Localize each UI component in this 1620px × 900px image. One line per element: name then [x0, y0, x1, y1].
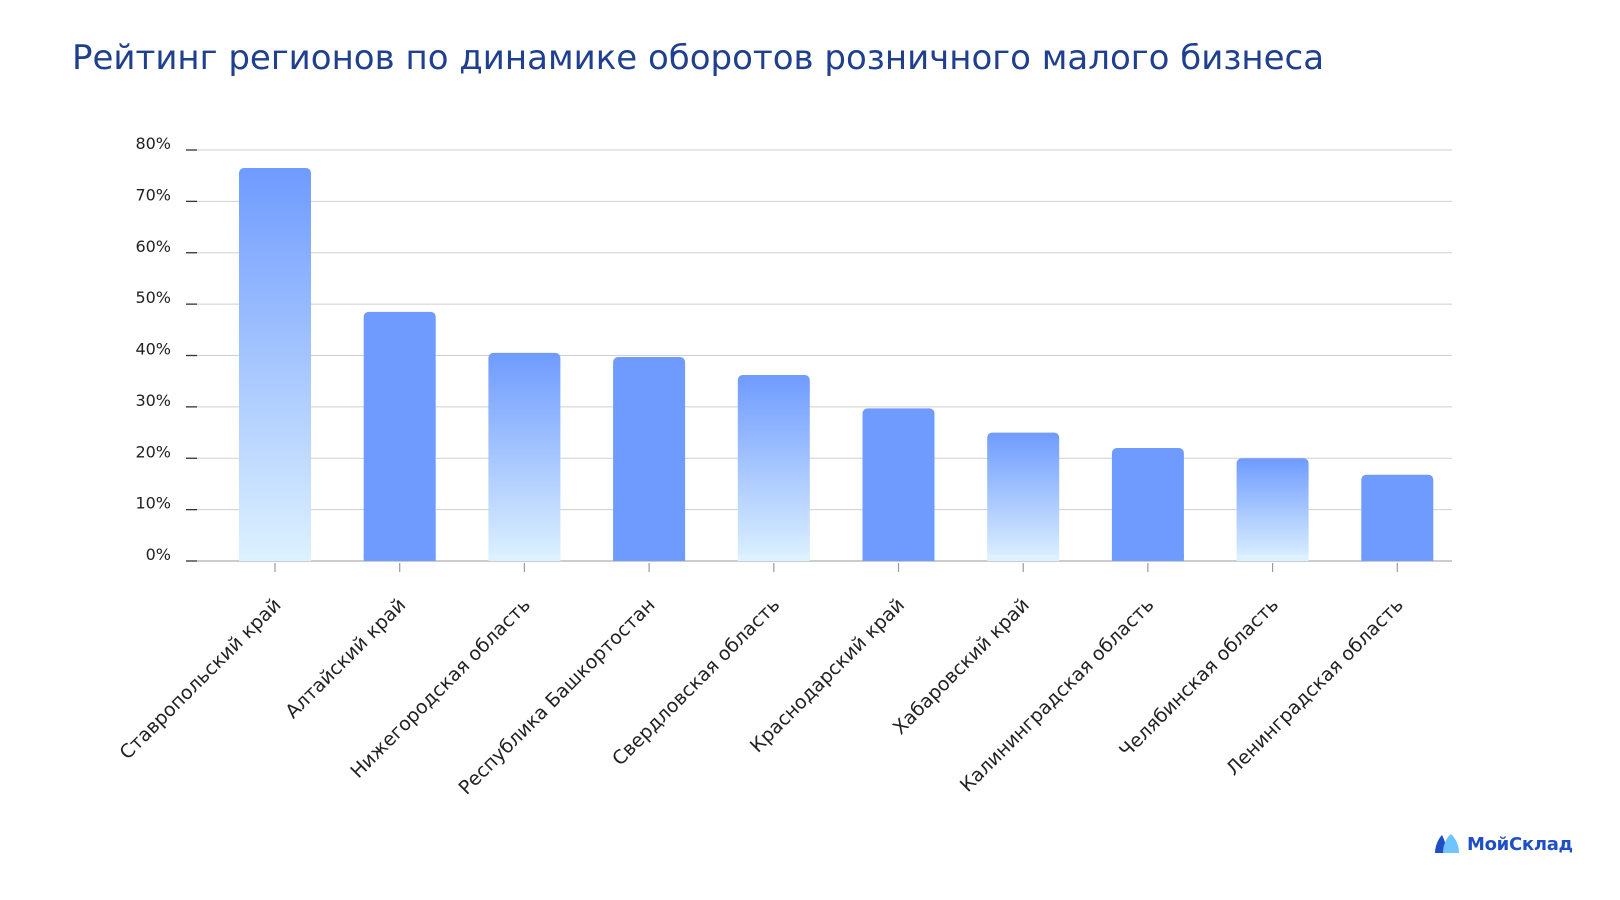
x-tick-label: Республика Башкортостан	[454, 594, 659, 799]
bar-base	[1236, 555, 1309, 561]
y-tick-label: 20%	[135, 442, 171, 461]
y-tick-label: 0%	[146, 545, 171, 564]
bar	[987, 432, 1060, 561]
brand-logo: МойСклад	[1433, 833, 1573, 855]
bar-base	[1361, 555, 1434, 561]
bar	[1361, 474, 1434, 561]
bar-base	[239, 555, 311, 561]
x-tick-label: Алтайский край	[281, 594, 410, 723]
chart-title: Рейтинг регионов по динамике оборотов ро…	[72, 38, 1325, 78]
x-tick-label: Калининградская область	[956, 594, 1159, 797]
bar-base	[987, 555, 1060, 561]
y-axis: 0% 10% 20% 30% 40% 50% 60% 70% 80%	[135, 134, 197, 564]
bars	[239, 167, 1434, 561]
y-tick-label: 60%	[135, 237, 171, 256]
y-tick-label: 10%	[135, 494, 171, 513]
bar-base	[363, 555, 436, 561]
bar-base	[613, 555, 686, 561]
brand-name: МойСклад	[1467, 833, 1573, 855]
bar-base	[488, 555, 561, 561]
y-tick-label: 70%	[135, 185, 171, 204]
y-tick-label: 30%	[135, 391, 171, 410]
bar-base	[1111, 555, 1184, 561]
x-tick-label: Ставропольский край	[116, 594, 286, 764]
moysklad-logo-icon	[1435, 834, 1459, 853]
bar	[862, 408, 935, 561]
bar	[239, 167, 311, 561]
bar	[488, 352, 561, 561]
x-tick-label: Хабаровский край	[889, 594, 1034, 739]
y-tick-label: 80%	[135, 134, 171, 153]
y-tick-label: 50%	[135, 288, 171, 307]
bar	[1236, 458, 1309, 561]
y-tick-label: 40%	[135, 340, 171, 359]
bar-base	[737, 555, 810, 561]
bar-base	[862, 555, 935, 561]
bar	[613, 357, 686, 561]
bar	[1111, 447, 1184, 561]
bar	[363, 311, 436, 561]
bar	[737, 375, 810, 561]
